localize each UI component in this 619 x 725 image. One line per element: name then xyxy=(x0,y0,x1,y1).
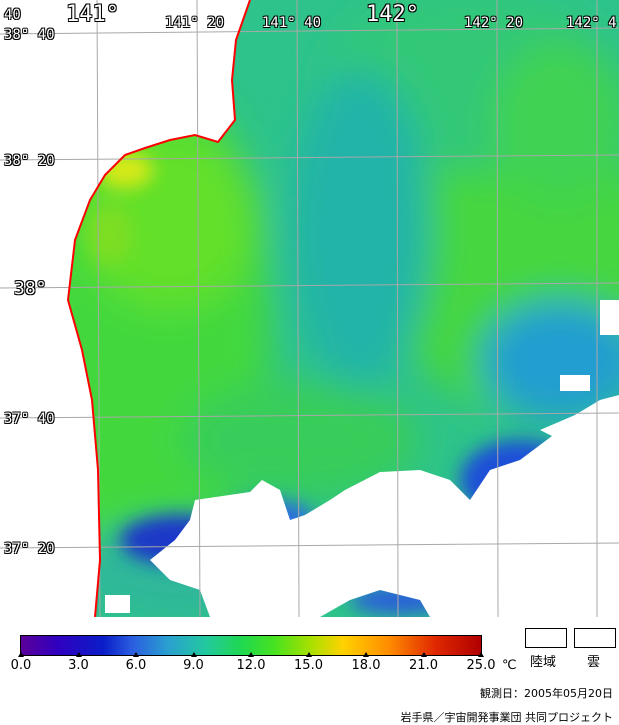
sst-map-canvas xyxy=(0,0,619,617)
longitude-label-141: 141° xyxy=(66,2,119,27)
colorbar-tick-label: 18.0 xyxy=(351,658,381,673)
colorbar-tick-mark xyxy=(478,652,484,657)
cloud-area xyxy=(150,400,619,617)
colorbar-tick-mark xyxy=(248,652,254,657)
colorbar-tick-mark xyxy=(363,652,369,657)
colorbar-tick-label: 21.0 xyxy=(409,658,438,673)
land-legend-label: 陸域 xyxy=(530,655,557,670)
colorbar-tick-label: 15.0 xyxy=(294,658,323,673)
longitude-label-142: 142° xyxy=(366,2,419,27)
temperature-unit: ℃ xyxy=(502,658,517,673)
sea-temperature-field xyxy=(68,0,619,617)
coastline xyxy=(66,0,251,617)
colorbar-tick-mark xyxy=(420,652,427,657)
colorbar-tick-label: 9.0 xyxy=(183,658,204,673)
colorbar-tick-mark xyxy=(18,652,24,657)
latitude-label-37-40: 37° 40 xyxy=(4,411,55,427)
longitude-label-141-20: 141° 20 xyxy=(165,15,225,31)
colorbar-tick-label: 0.0 xyxy=(10,658,32,673)
longitude-label-141-40: 141° 40 xyxy=(262,15,322,31)
colorbar-tick-label: 25.0 xyxy=(466,658,496,673)
longitude-label-142-40: 142° 4 xyxy=(566,15,617,31)
cloud-legend-swatch xyxy=(574,628,616,648)
colorbar-tick-mark xyxy=(305,652,312,657)
sea-surface-temperature-map: 40 141° 141° 20 141° 40 142° 142° 20 142… xyxy=(0,0,619,617)
colorbar-tick-label: 6.0 xyxy=(125,658,147,673)
colorbar-tick-label: 3.0 xyxy=(68,658,89,673)
observation-date: 観測日：2005年05月20日 xyxy=(480,687,613,700)
longitude-label-142-20: 142° 20 xyxy=(464,15,524,31)
latitude-label-37-20: 37° 20 xyxy=(4,541,55,557)
latitude-label-38: 38° xyxy=(14,278,47,299)
latitude-label-38-40: 38° 40 xyxy=(4,27,55,43)
land-legend-swatch xyxy=(525,628,567,648)
latitude-label-38-20: 38° 20 xyxy=(4,153,55,169)
colorbar-tick-mark xyxy=(133,652,139,657)
colorbar-tick-label: 12.0 xyxy=(236,658,266,673)
corner-label-fragment: 40 xyxy=(4,7,21,23)
cloud-legend-label: 雲 xyxy=(587,655,601,670)
graticule xyxy=(0,0,619,617)
credit-line: 岩手県／宇宙開発事業団 共同プロジェクト xyxy=(400,711,614,724)
colorbar-tick-mark xyxy=(190,652,197,657)
colorbar-tick-mark xyxy=(75,652,82,657)
